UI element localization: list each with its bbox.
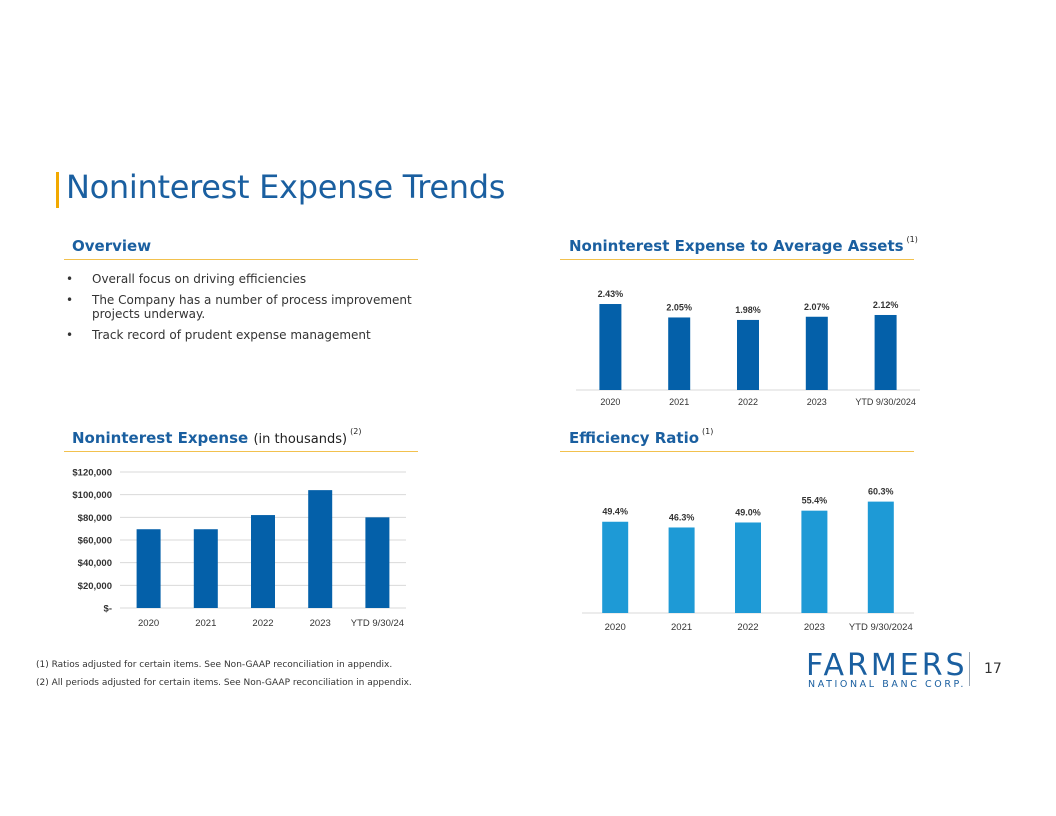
bar — [668, 317, 691, 390]
data-label: 2.12% — [873, 300, 899, 310]
efficiency-heading-text: Efficiency Ratio — [569, 429, 700, 447]
bar — [668, 527, 695, 613]
page-title: Noninterest Expense Trends — [66, 168, 506, 206]
company-logo-text: FARMERS — [806, 648, 968, 683]
overview-heading-text: Overview — [72, 237, 152, 255]
x-tick-label: YTD 9/30/24 — [351, 618, 404, 629]
x-tick-label: 2021 — [195, 618, 216, 629]
page-number: 17 — [984, 661, 1002, 677]
bar — [737, 319, 759, 390]
bar — [867, 501, 894, 613]
y-tick-label: $40,000 — [78, 558, 112, 569]
y-tick-label: $80,000 — [78, 513, 112, 524]
overview-bullet-list: • Overall focus on driving efficiencies •… — [64, 272, 434, 349]
x-tick-label: 2022 — [738, 397, 758, 407]
x-tick-label: YTD 9/30/2024 — [849, 622, 913, 633]
x-tick-label: 2022 — [737, 622, 758, 633]
expense-chart: $- $20,000 $40,000 $60,000 $80,000 $100,000 $1… — [72, 468, 406, 629]
x-tick-label: 2021 — [669, 397, 689, 407]
data-label: 55.4% — [802, 496, 828, 506]
bullet-text: Track record of prudent expense manageme… — [92, 328, 371, 342]
expense-heading: Noninterest Expense (in thousands)(2) — [72, 427, 362, 447]
x-tick-label: 2020 — [138, 618, 159, 629]
efficiency-divider — [560, 451, 914, 452]
bar — [308, 490, 333, 608]
x-tick-label: 2021 — [671, 622, 692, 633]
data-label: 1.98% — [735, 305, 761, 315]
bar — [874, 314, 897, 390]
bar — [735, 522, 761, 613]
company-logo-subtext: NATIONAL BANC CORP. — [808, 679, 967, 690]
bar — [602, 521, 629, 613]
list-item: • Track record of prudent expense managem… — [64, 328, 434, 342]
bar — [599, 304, 622, 390]
data-label: 2.43% — [598, 289, 624, 299]
expense-heading-text: Noninterest Expense — [72, 429, 249, 447]
footnote-2: (2) All periods adjusted for certain ite… — [36, 678, 412, 688]
data-label: 46.3% — [669, 512, 695, 522]
bullet-icon: • — [66, 272, 74, 286]
bullet-icon: • — [66, 328, 74, 342]
bullet-icon: • — [66, 293, 74, 307]
bar — [805, 316, 828, 390]
efficiency-heading: Efficiency Ratio (1) — [569, 427, 714, 447]
data-label: 49.4% — [602, 507, 628, 517]
data-label: 60.3% — [868, 487, 894, 497]
bar — [365, 517, 390, 608]
avg-assets-chart: 2.43% 2020 2.05% 2021 1.98% 2022 2.07% 2023 2.12… — [576, 289, 920, 407]
footnote-1: (1) Ratios adjusted for certain items. S… — [36, 660, 393, 670]
x-tick-label: 2023 — [807, 397, 827, 407]
x-tick-label: 2023 — [804, 622, 825, 633]
list-item: • Overall focus on driving efficiencies — [64, 272, 434, 286]
title-accent-bar — [56, 172, 59, 208]
avg-assets-heading-text: Noninterest Expense to Average Assets — [569, 237, 904, 255]
bar — [193, 529, 218, 608]
expense-divider — [64, 451, 418, 452]
x-tick-label: 2020 — [605, 622, 626, 633]
data-label: 2.05% — [666, 302, 692, 312]
bar — [136, 529, 161, 608]
bullet-text: Overall focus on driving efficiencies — [92, 272, 307, 286]
avg-assets-heading: Noninterest Expense to Average Assets (1) — [569, 235, 918, 255]
overview-divider — [64, 259, 418, 260]
x-tick-label: 2022 — [252, 618, 273, 629]
data-label: 2.07% — [804, 302, 830, 312]
expense-footnote-ref: (2) — [350, 427, 362, 436]
expense-heading-units: (in thousands) — [253, 432, 348, 447]
x-tick-label: 2023 — [310, 618, 331, 629]
y-tick-label: $60,000 — [78, 536, 112, 547]
logo-divider — [969, 652, 970, 686]
list-item: • The Company has a number of process imp… — [64, 293, 434, 321]
efficiency-chart: 49.4% 2020 46.3% 2021 49.0% 2022 55.4% 2023 60.3… — [582, 487, 914, 633]
data-label: 49.0% — [735, 507, 761, 517]
bar — [801, 510, 828, 613]
avg-assets-divider — [560, 259, 914, 260]
y-tick-label: $120,000 — [72, 468, 112, 479]
bar — [251, 515, 275, 608]
x-tick-label: YTD 9/30/2024 — [855, 397, 916, 407]
y-tick-label: $20,000 — [78, 581, 112, 592]
y-tick-label: $100,000 — [72, 490, 112, 501]
efficiency-footnote-ref: (1) — [702, 427, 714, 436]
overview-heading: Overview — [72, 237, 151, 255]
avg-assets-footnote-ref: (1) — [906, 235, 918, 244]
bullet-text: The Company has a number of process impr… — [92, 293, 412, 321]
y-tick-label: $- — [104, 604, 112, 615]
x-tick-label: 2020 — [600, 397, 620, 407]
